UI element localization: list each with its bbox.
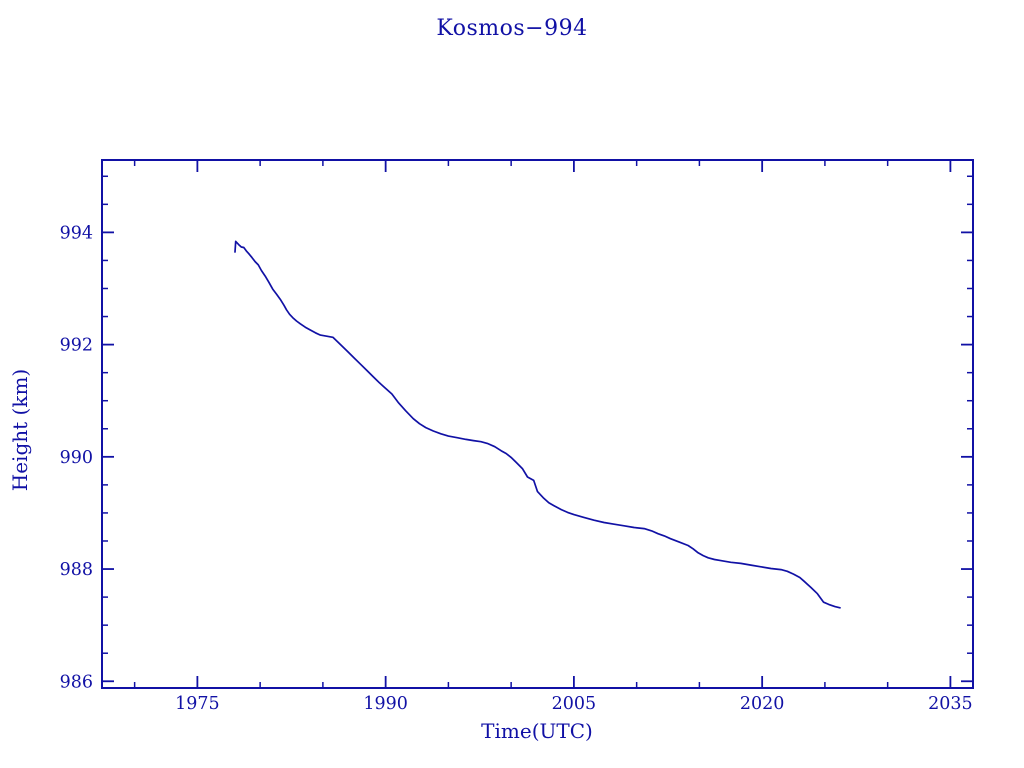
x-tick-label: 1990 (363, 694, 408, 714)
y-tick-label: 988 (60, 560, 93, 580)
x-tick-label: 1975 (175, 694, 220, 714)
x-axis-label: Time(UTC) (481, 719, 593, 743)
y-tick-label: 990 (60, 448, 93, 468)
y-tick-label: 992 (60, 336, 93, 356)
height-series-line (234, 240, 841, 609)
y-tick-label: 994 (60, 223, 93, 243)
plot-frame (101, 159, 974, 689)
x-tick-label: 2005 (552, 694, 597, 714)
x-tick-label: 2035 (928, 694, 973, 714)
y-axis-label: Height (km) (8, 368, 32, 492)
y-tick-label: 986 (60, 672, 93, 692)
x-tick-label: 2020 (740, 694, 785, 714)
chart-title: Kosmos−994 (436, 16, 588, 41)
